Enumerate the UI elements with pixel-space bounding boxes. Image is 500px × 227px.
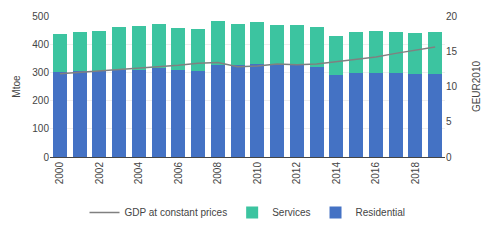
svg-text:100: 100 [32,123,49,134]
svg-text:2004: 2004 [133,162,144,185]
svg-text:10: 10 [446,81,458,92]
svg-text:2008: 2008 [212,162,223,185]
svg-text:2010: 2010 [252,162,263,185]
svg-text:2012: 2012 [291,162,302,185]
svg-text:400: 400 [32,39,49,50]
svg-text:2016: 2016 [370,162,381,185]
svg-text:300: 300 [32,67,49,78]
svg-text:2000: 2000 [54,162,65,185]
svg-text:Services: Services [272,207,310,218]
svg-text:2014: 2014 [331,162,342,185]
svg-text:5: 5 [446,116,452,127]
svg-text:15: 15 [446,46,458,57]
svg-text:0: 0 [43,152,49,163]
svg-text:2006: 2006 [173,162,184,185]
svg-text:2002: 2002 [94,162,105,185]
svg-text:20: 20 [446,11,458,22]
svg-text:Residential: Residential [356,207,405,218]
svg-text:GDP at constant prices: GDP at constant prices [125,207,228,218]
svg-text:500: 500 [32,11,49,22]
svg-text:200: 200 [32,95,49,106]
svg-text:Mtoe: Mtoe [11,75,22,98]
svg-text:2018: 2018 [410,162,421,185]
svg-text:0: 0 [446,152,452,163]
svg-text:GEUR2010: GEUR2010 [471,60,482,112]
